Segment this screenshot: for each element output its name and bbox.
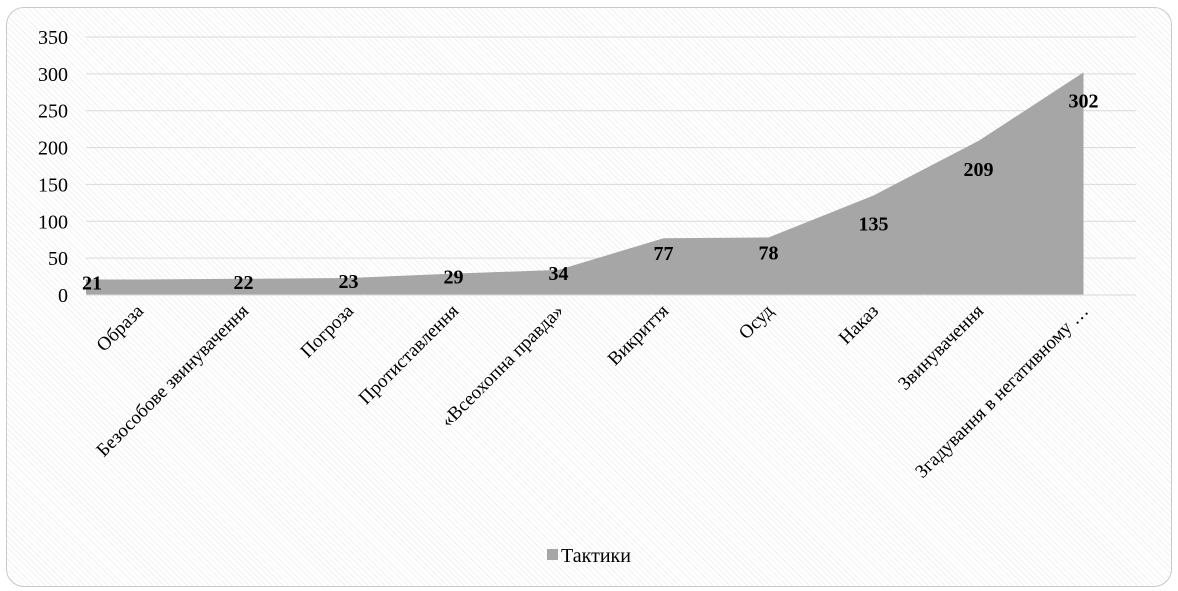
y-tick-label: 250: [38, 101, 68, 123]
data-label: 23: [339, 271, 359, 293]
x-category-label: Звинувачення: [894, 301, 988, 395]
y-tick-label: 150: [38, 174, 68, 196]
data-label: 135: [859, 213, 889, 235]
x-category-label: Образа: [93, 300, 149, 356]
area-series: [86, 72, 1136, 296]
x-category-label: Протиставлення: [355, 301, 463, 409]
data-label: 302: [1069, 90, 1099, 112]
x-category-label: Погроза: [297, 300, 359, 362]
data-label: 209: [964, 159, 994, 181]
legend-swatch: [547, 549, 559, 560]
y-tick-label: 200: [38, 138, 68, 160]
x-category-label: Згадування в негативному …: [911, 301, 1093, 483]
y-tick-label: 50: [48, 248, 68, 270]
legend-label: Тактики: [561, 545, 631, 567]
chart-area: [6, 7, 1172, 587]
y-tick-label: 300: [38, 64, 68, 86]
data-label: 77: [654, 243, 674, 265]
area-fill: [86, 72, 1084, 295]
data-label: 21: [82, 273, 102, 295]
y-axis: 0 50 100 150 200 250 300 350: [38, 27, 68, 307]
y-tick-label: 350: [38, 27, 68, 49]
data-label: 34: [549, 263, 569, 285]
x-category-label: Осуд: [735, 300, 778, 343]
x-category-label: Викриття: [604, 301, 673, 370]
y-tick-label: 100: [38, 211, 68, 233]
x-category-label: Наказ: [835, 301, 883, 349]
legend: Тактики: [0, 545, 1178, 568]
data-labels: 21 22 23 29 34 77 78 135 209 302: [82, 90, 1099, 294]
data-label: 29: [444, 267, 464, 289]
data-label: 22: [234, 272, 254, 294]
y-tick-label: 0: [58, 285, 68, 307]
data-label: 78: [759, 243, 779, 265]
